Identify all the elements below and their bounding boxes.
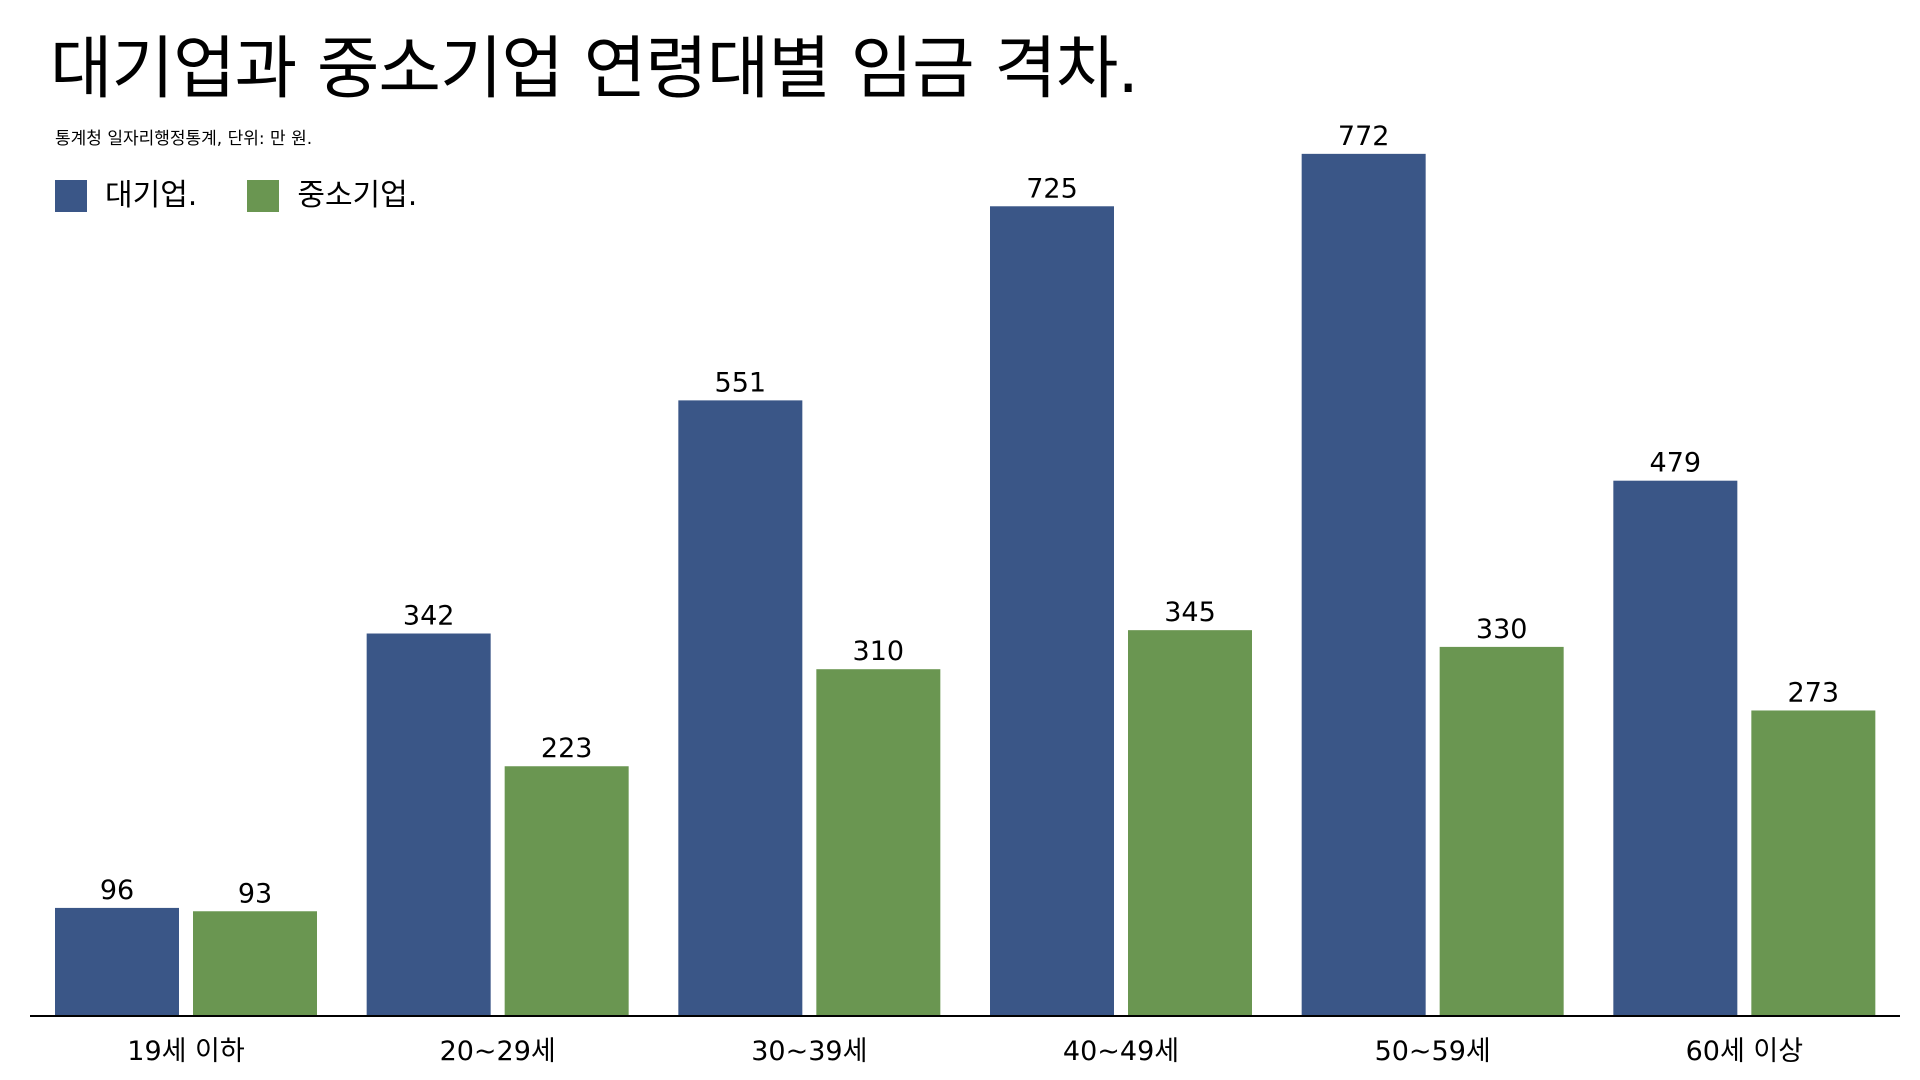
legend-label-smes: 중소기업. <box>297 178 418 213</box>
legend-item-large-firms: 대기업. <box>55 178 197 214</box>
bar-smes-2 <box>816 669 941 1015</box>
data-label-smes-5: 273 <box>1788 677 1840 708</box>
data-label-smes-1: 223 <box>541 733 593 764</box>
chart-title: 대기업과 중소기업 연령대별 임금 격차. <box>50 30 1139 109</box>
legend: 대기업. 중소기업. <box>55 176 467 216</box>
bar-large-firms-5 <box>1613 480 1738 1015</box>
data-label-large-firms-4: 772 <box>1338 121 1390 152</box>
data-label-smes-3: 345 <box>1164 597 1216 628</box>
bar-smes-1 <box>504 766 629 1015</box>
chart-subtitle: 통계청 일자리행정통계, 단위: 만 원. <box>55 129 313 149</box>
data-label-large-firms-1: 342 <box>403 601 455 632</box>
x-tick-label-0: 19세 이하 <box>127 1036 245 1067</box>
x-tick-label-5: 60세 이상 <box>1686 1036 1803 1067</box>
bar-large-firms-3 <box>990 206 1114 1015</box>
x-tick-label-2: 30~39세 <box>751 1036 867 1067</box>
x-tick-label-3: 40~49세 <box>1063 1036 1179 1067</box>
bar-large-firms-1 <box>366 633 491 1015</box>
bar-smes-5 <box>1751 710 1876 1015</box>
bar-large-firms-0 <box>55 907 179 1015</box>
bar-smes-4 <box>1439 646 1564 1015</box>
legend-swatch-smes <box>247 180 280 212</box>
data-label-smes-0: 93 <box>238 878 272 909</box>
data-label-large-firms-5: 479 <box>1650 448 1702 479</box>
data-label-large-firms-0: 96 <box>100 875 134 906</box>
x-tick-label-1: 20~29세 <box>440 1036 556 1067</box>
data-label-smes-4: 330 <box>1476 614 1528 645</box>
legend-label-large-firms: 대기업. <box>105 178 198 213</box>
bar-large-firms-4 <box>1301 153 1426 1015</box>
legend-swatch-large-firms <box>55 180 87 212</box>
bar-smes-0 <box>193 911 317 1015</box>
data-label-large-firms-2: 551 <box>715 367 767 398</box>
data-label-large-firms-3: 725 <box>1026 173 1078 204</box>
x-tick-label-4: 50~59세 <box>1375 1036 1491 1067</box>
bar-large-firms-2 <box>678 400 803 1015</box>
bar-smes-3 <box>1128 630 1252 1015</box>
data-label-smes-2: 310 <box>853 636 905 667</box>
legend-item-smes: 중소기업. <box>247 178 417 214</box>
